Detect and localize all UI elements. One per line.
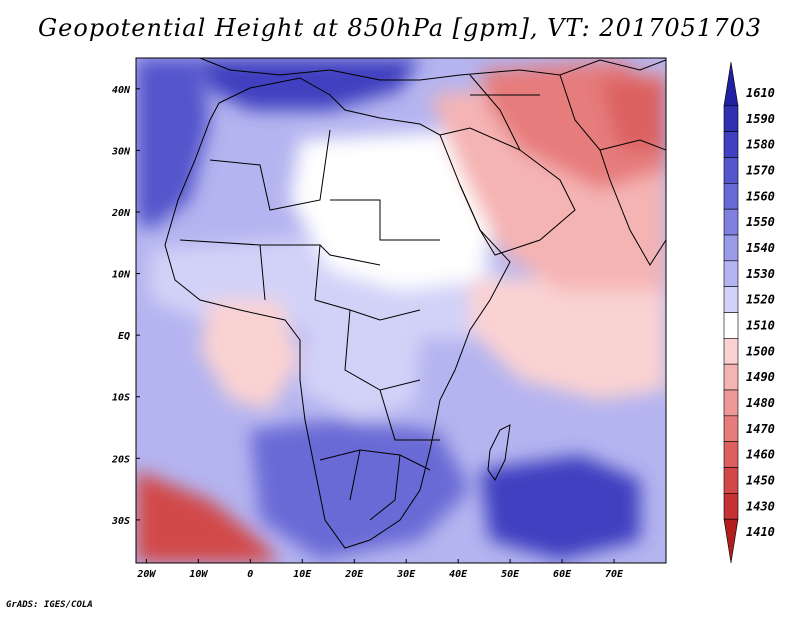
colorbar-label: 1550 xyxy=(746,215,775,229)
lat-tick-label: 20N xyxy=(111,208,131,219)
colorbar-swatch xyxy=(723,441,739,468)
region-southern-africa-high xyxy=(250,420,470,560)
lon-tick-label: 0 xyxy=(247,569,253,580)
border-south xyxy=(319,449,431,521)
colorbar-label: 1450 xyxy=(746,473,775,487)
credit-label: GrADS: IGES/COLA xyxy=(6,600,93,610)
colorbar-label: 1530 xyxy=(746,267,775,281)
arabia-coastline xyxy=(439,127,576,256)
border-maghreb xyxy=(209,129,440,241)
asia-borders xyxy=(469,74,666,181)
colorbar-swatch xyxy=(723,61,739,107)
region-indian-ocean-high xyxy=(480,455,640,560)
colorbar-label: 1460 xyxy=(746,448,775,462)
lon-tick-label: 40E xyxy=(449,569,468,580)
colorbar-swatch xyxy=(723,105,739,132)
colorbar-swatch xyxy=(723,131,739,158)
lon-tick-label: 50E xyxy=(501,569,520,580)
colorbar-swatch xyxy=(723,260,739,287)
region-south-atlantic-cyclone xyxy=(136,470,280,563)
lon-tick-label: 10E xyxy=(293,569,312,580)
map-frame xyxy=(135,57,667,564)
lat-tick-label: EQ xyxy=(118,331,130,342)
colorbar-label: 1510 xyxy=(746,318,775,332)
colorbar-label: 1430 xyxy=(746,499,775,513)
colorbar: 1610 1590 1580 1570 1560 1550 1540 1530 1520 1510… xyxy=(723,61,775,564)
height-field xyxy=(136,58,666,563)
lon-tick-label: 70E xyxy=(605,569,624,580)
border-sahel xyxy=(179,239,381,301)
lat-tick-label: 10N xyxy=(112,270,131,281)
colorbar-swatch xyxy=(723,493,739,520)
colorbar-swatch xyxy=(723,467,739,494)
colorbar-label: 1580 xyxy=(746,138,775,152)
india-coastline xyxy=(609,179,666,266)
border-central xyxy=(314,299,440,441)
country-borders xyxy=(164,58,666,549)
madagascar-outline xyxy=(487,424,511,481)
colorbar-label: 1590 xyxy=(746,112,775,126)
colorbar-swatch xyxy=(723,208,739,236)
lat-tick-label: 30S xyxy=(111,516,130,527)
lat-tick-label: 10S xyxy=(112,393,130,404)
colorbar-label: 1540 xyxy=(746,241,775,255)
lon-tick-label: 10W xyxy=(189,569,208,580)
region-congo-basin xyxy=(300,295,430,420)
africa-coastline xyxy=(164,77,511,549)
lon-tick-label: 20E xyxy=(344,569,364,580)
eurasia-coastline xyxy=(199,58,666,81)
colorbar-label: 1480 xyxy=(746,396,775,410)
colorbar-swatch xyxy=(723,415,739,442)
colorbar-swatch xyxy=(723,234,739,262)
region-north-atlantic-high xyxy=(136,58,210,230)
lon-tick-label: 20W xyxy=(136,569,156,580)
region-gulf-of-guinea xyxy=(200,300,300,410)
colorbar-label: 1560 xyxy=(746,189,775,203)
lon-tick-label: 30E xyxy=(396,569,416,580)
colorbar-label: 1610 xyxy=(746,86,775,100)
colorbar-swatch xyxy=(723,183,739,210)
colorbar-label: 1570 xyxy=(746,163,775,177)
colorbar-swatch xyxy=(723,286,739,313)
region-east-africa xyxy=(415,340,500,450)
region-africa-ne xyxy=(290,130,500,290)
lat-tick-label: 30N xyxy=(111,146,131,157)
lat-tick-label: 40N xyxy=(112,85,131,96)
colorbar-swatch xyxy=(723,338,739,365)
colorbar-swatch xyxy=(723,363,739,391)
axis-ticks: 20W 10W 0 10E 20E 30E 40E 50E 60E 70E 40N 30N 20N 10N… xyxy=(111,85,624,580)
region-pakistan-heat-low xyxy=(600,75,666,150)
colorbar-label: 1410 xyxy=(746,525,775,539)
colorbar-swatch xyxy=(723,157,739,184)
colorbar-label: 1500 xyxy=(746,344,775,358)
colorbar-label: 1470 xyxy=(746,422,775,436)
colorbar-swatch xyxy=(723,518,739,564)
lon-tick-label: 60E xyxy=(553,569,572,580)
chart-title: Geopotential Height at 850hPa [gpm], VT:… xyxy=(38,14,762,42)
colorbar-label: 1520 xyxy=(746,293,775,307)
lat-tick-label: 20S xyxy=(111,454,130,465)
colorbar-swatch xyxy=(723,312,739,339)
colorbar-swatch xyxy=(723,389,739,417)
region-indian-ocean-west xyxy=(470,270,666,400)
colorbar-label: 1490 xyxy=(746,370,775,384)
